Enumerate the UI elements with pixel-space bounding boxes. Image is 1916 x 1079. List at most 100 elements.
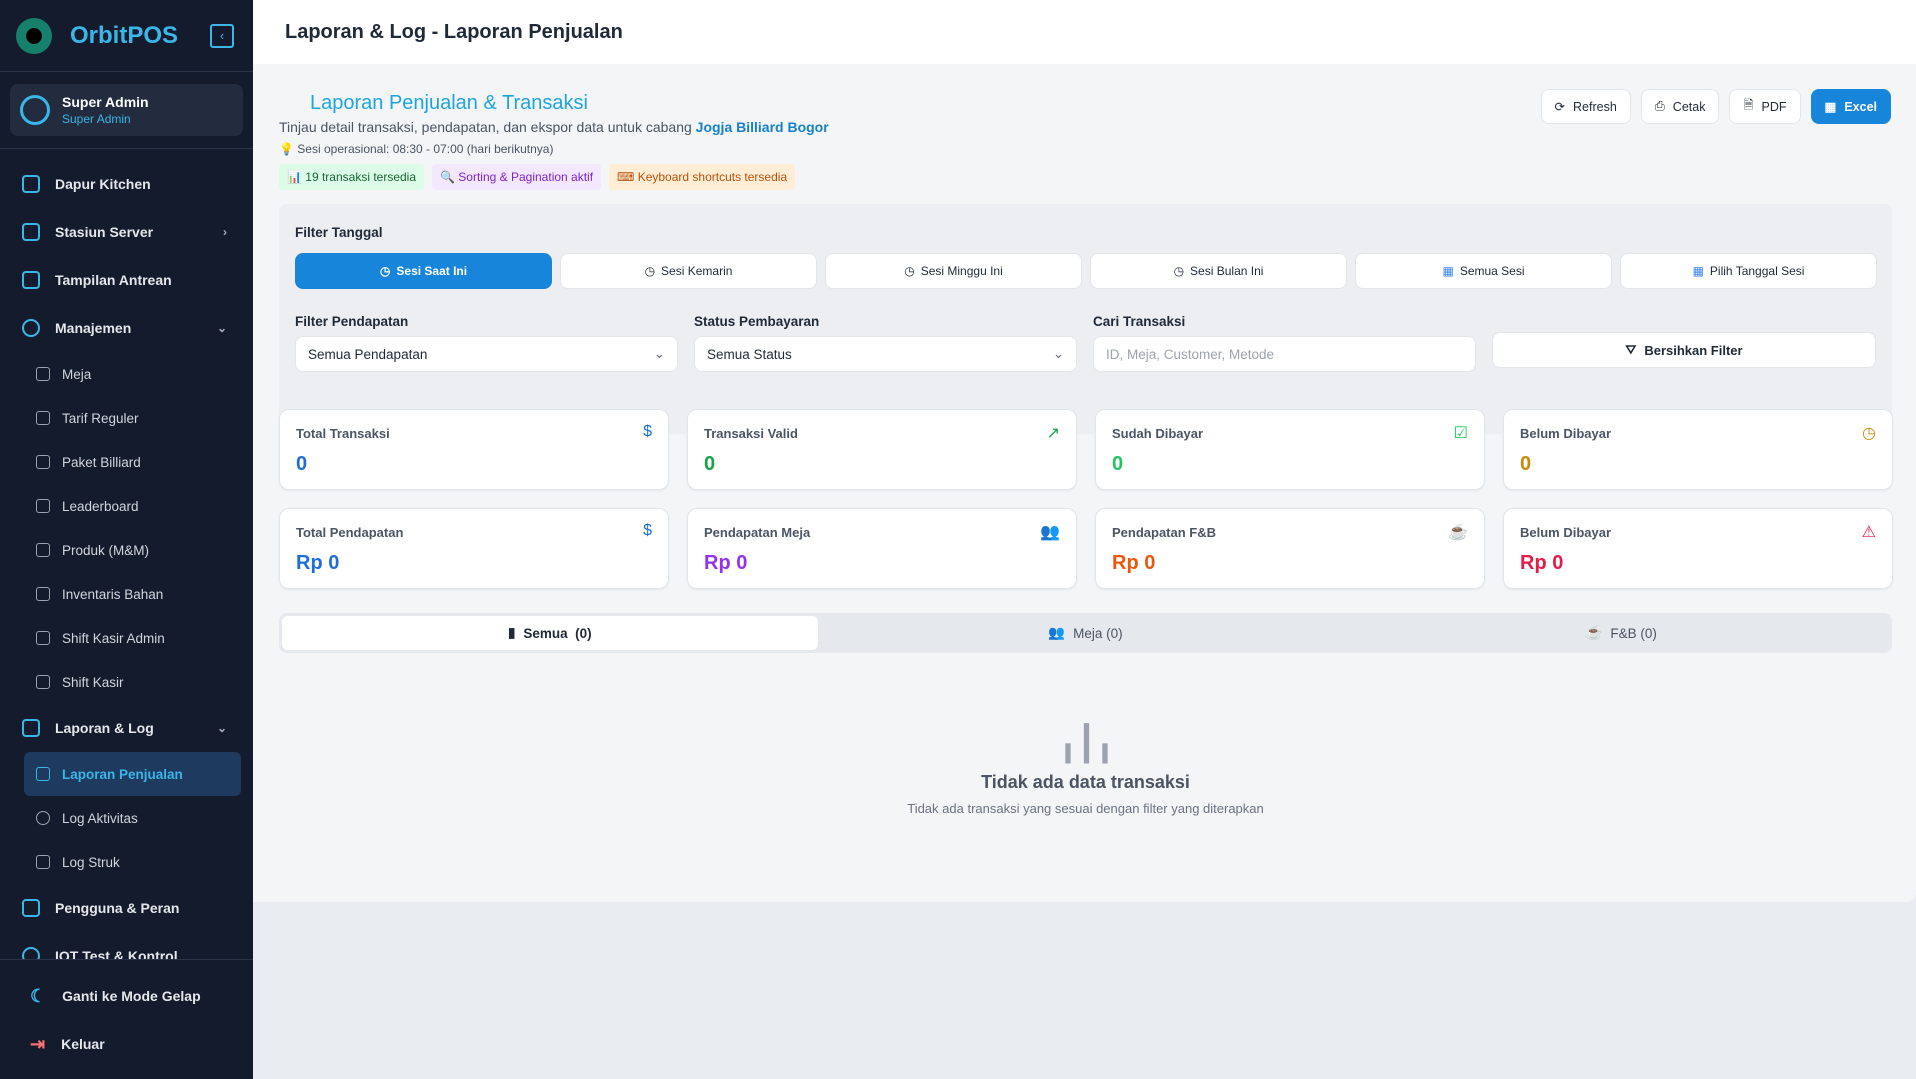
sidebar-item-laporan-penjualan[interactable]: Laporan Penjualan (24, 752, 241, 796)
app-name: OrbitPOS (70, 21, 179, 49)
clock-icon: ◷ (644, 264, 656, 278)
stat-title: Pendapatan Meja (704, 525, 811, 540)
sidebar-item-paket-billiard[interactable]: Paket Billiard (0, 440, 241, 484)
label: Dapur Kitchen (55, 176, 151, 192)
kitchen-icon (22, 175, 40, 193)
action-buttons: ⟳ Refresh ⎙ Cetak 🗎 PDF ▦ Excel (1540, 89, 1891, 124)
logo-icon (16, 17, 52, 54)
filter-section: Filter Tanggal ◷ Sesi Saat Ini ◷ Sesi Kema… (279, 204, 1892, 434)
stat-value: Rp 0 (296, 552, 340, 574)
sidebar-item-laporan-log[interactable]: Laporan & Log ⌄ (0, 704, 253, 752)
status-filter-select[interactable]: Semua Status ⌄ (694, 336, 1077, 372)
date-option-pick[interactable]: ▦ Pilih Tanggal Sesi (1620, 253, 1877, 289)
print-button[interactable]: ⎙ Cetak (1640, 89, 1720, 124)
logout-icon: ⇥ (30, 1033, 46, 1054)
sidebar: OrbitPOS ‹ Super Admin Super Admin Dapur… (0, 0, 253, 1079)
sidebar-item-iot[interactable]: IOT Test & Kontrol (0, 932, 253, 959)
empty-subtitle: Tidak ada transaksi yang sesuai dengan f… (907, 801, 1264, 816)
sidebar-item-stasiun-server[interactable]: Stasiun Server › (0, 208, 253, 256)
calendar-icon: ▦ (1692, 264, 1704, 278)
stat-title: Total Pendapatan (296, 525, 404, 540)
sidebar-item-inventaris-bahan[interactable]: Inventaris Bahan (0, 572, 241, 616)
sidebar-item-log-aktivitas[interactable]: Log Aktivitas (0, 796, 241, 840)
filter-icon: ⛛ (1625, 342, 1637, 357)
stat-card: Pendapatan F&B Rp 0 ☕ (1095, 508, 1485, 589)
empty-title: Tidak ada data transaksi (981, 772, 1190, 792)
badge-transactions: 📊 19 transaksi tersedia (279, 164, 425, 190)
date-filter-options: ◷ Sesi Saat Ini ◷ Sesi Kemarin ◷ Sesi Mingg… (295, 253, 1877, 289)
sidebar-item-tampilan-antrean[interactable]: Tampilan Antrean (0, 256, 253, 304)
sidebar-item-shift-kasir-admin[interactable]: Shift Kasir Admin (0, 616, 241, 660)
label: Log Aktivitas (62, 810, 138, 826)
excel-button[interactable]: ▦ Excel (1810, 89, 1891, 124)
date-option-week[interactable]: ◷ Sesi Minggu Ini (825, 253, 1082, 289)
sidebar-item-meja[interactable]: Meja (0, 352, 241, 396)
stat-card: Belum Dibayar Rp 0 ⚠ (1503, 508, 1893, 589)
label: Sesi Saat Ini (396, 264, 468, 278)
trending-up-icon: ↗ (1046, 425, 1060, 442)
date-option-yesterday[interactable]: ◷ Sesi Kemarin (560, 253, 817, 289)
label: Sesi Minggu Ini (920, 264, 1003, 278)
sidebar-item-dapur-kitchen[interactable]: Dapur Kitchen (0, 160, 253, 208)
bar-chart-icon: ╻┃╻ (1057, 725, 1115, 763)
user-profile[interactable]: Super Admin Super Admin (10, 84, 243, 136)
badge-shortcuts: ⌨ Keyboard shortcuts tersedia (609, 164, 796, 190)
moon-icon: ☾ (30, 985, 47, 1006)
badge-text: Sorting & Pagination aktif (458, 170, 594, 184)
stat-card: Total Pendapatan Rp 0 $ (279, 508, 669, 589)
description-text: Tinjau detail transaksi, pendapatan, dan… (279, 119, 696, 135)
label: Sesi Kemarin (661, 264, 733, 278)
stat-value: Rp 0 (1520, 552, 1564, 574)
stat-card: Transaksi Valid 0 ↗ (687, 409, 1077, 490)
collapse-sidebar-icon[interactable]: ‹ (210, 24, 234, 48)
stat-card: Sudah Dibayar 0 ☑ (1095, 409, 1485, 490)
date-filter-label: Filter Tanggal (295, 225, 383, 240)
label: Shift Kasir (62, 674, 124, 690)
income-filter-label: Filter Pendapatan (295, 314, 409, 329)
sidebar-item-shift-kasir[interactable]: Shift Kasir (0, 660, 241, 704)
tab-semua[interactable]: ▮ Semua (0) (282, 616, 818, 650)
label: Log Struk (62, 854, 120, 870)
refresh-button[interactable]: ⟳ Refresh (1540, 89, 1631, 124)
date-option-month[interactable]: ◷ Sesi Bulan Ini (1090, 253, 1347, 289)
label: Laporan & Log (55, 720, 154, 736)
chevron-right-icon: › (223, 225, 227, 239)
clock-icon: ◷ (904, 264, 915, 278)
inventory-icon (36, 587, 50, 601)
history-icon (36, 811, 50, 825)
tab-meja[interactable]: 👥 Meja (0) (818, 616, 1354, 650)
label: Shift Kasir Admin (62, 630, 165, 646)
label: Stasiun Server (55, 224, 154, 240)
select-value: Semua Pendapatan (308, 346, 428, 362)
label: Pilih Tanggal Sesi (1709, 264, 1805, 278)
label: Sesi Bulan Ini (1190, 264, 1264, 278)
chevron-down-icon: ⌄ (216, 721, 227, 735)
calendar-icon (36, 631, 50, 645)
sidebar-item-manajemen[interactable]: Manajemen ⌄ (0, 304, 253, 352)
pdf-button[interactable]: 🗎 PDF (1729, 89, 1801, 124)
sidebar-item-log-struk[interactable]: Log Struk (0, 840, 241, 884)
trophy-icon (36, 499, 50, 513)
file-icon: 🗎 (1743, 98, 1754, 112)
label: Manajemen (55, 320, 132, 336)
page-title: Laporan Penjualan & Transaksi (310, 92, 588, 114)
search-input[interactable]: ID, Meja, Customer, Metode (1093, 336, 1476, 372)
gear-icon (22, 319, 40, 337)
label: Meja (62, 366, 92, 382)
logo: OrbitPOS (0, 0, 253, 72)
sidebar-item-leaderboard[interactable]: Leaderboard (0, 484, 241, 528)
label: Tarif Reguler (62, 410, 139, 426)
date-option-all[interactable]: ▦ Semua Sesi (1355, 253, 1612, 289)
clear-filter-button[interactable]: ⛛ Bersihkan Filter (1492, 332, 1876, 368)
date-option-current[interactable]: ◷ Sesi Saat Ini (295, 253, 552, 289)
badge-text: 19 transaksi tersedia (305, 170, 417, 184)
income-filter-select[interactable]: Semua Pendapatan ⌄ (295, 336, 678, 372)
sidebar-item-pengguna-peran[interactable]: Pengguna & Peran (0, 884, 253, 932)
dark-mode-toggle[interactable]: ☾ Ganti ke Mode Gelap (0, 972, 253, 1020)
sidebar-item-produk[interactable]: Produk (M&M) (0, 528, 241, 572)
label: Paket Billiard (62, 454, 141, 470)
logout-button[interactable]: ⇥ Keluar (0, 1020, 253, 1068)
tab-fnb[interactable]: ☕ F&B (0) (1353, 616, 1889, 650)
sidebar-item-tarif-reguler[interactable]: Tarif Reguler (0, 396, 241, 440)
label: Bersihkan Filter (1644, 342, 1743, 358)
